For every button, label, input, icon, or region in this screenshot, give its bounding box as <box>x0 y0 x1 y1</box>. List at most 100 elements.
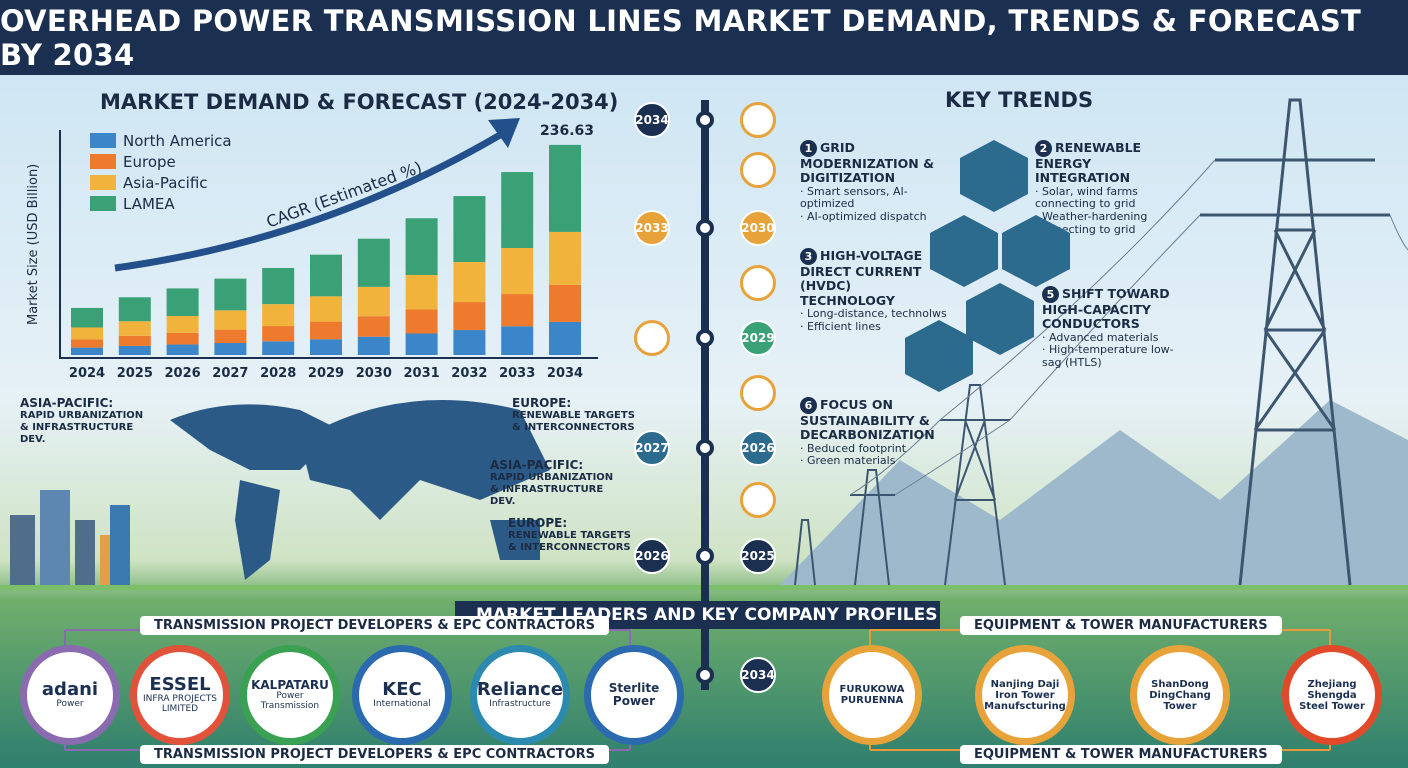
bar-segment <box>549 231 581 285</box>
map-label-title: ASIA-PACIFIC: <box>490 458 584 472</box>
trend-point: Efficient lines <box>800 320 950 334</box>
page-title: OVERHEAD POWER TRANSMISSION LINES MARKET… <box>0 0 1408 75</box>
trends-title: KEY TRENDS <box>945 88 1094 112</box>
manufacturers-footer: EQUIPMENT & TOWER MANUFACTURERS <box>960 745 1282 764</box>
trend-point: Beduced footprint <box>800 442 950 456</box>
map-label-text: RAPID URBANIZATION & INFRASTRUCTURE DEV. <box>20 410 144 446</box>
map-label: EUROPE: RENEWABLE TARGETS & INTERCONNECTO… <box>508 516 638 554</box>
bar-segment <box>453 262 486 303</box>
timeline-node <box>696 439 714 457</box>
bar-segment <box>501 294 534 327</box>
bar-segment <box>262 267 295 305</box>
trend-title: GRID MODERNIZATION & DIGITIZATION <box>800 140 935 186</box>
bar-segment <box>118 335 151 346</box>
company-logo: ESSEL INFRA PROJECTS LIMITED <box>130 645 230 745</box>
legend-label: North America <box>123 132 232 150</box>
company-sub: International <box>373 698 431 709</box>
timeline-label: 2025 <box>740 538 776 574</box>
timeline-icon <box>740 152 776 188</box>
timeline-icon <box>634 320 670 356</box>
bar-chart: 2024 2025 2026 2027 2028 2029 2030 2031 2032 2033… <box>59 118 598 381</box>
trend-title: SHIFT TOWARD HIGH-CAPACITY CONDUCTORS <box>1042 286 1170 332</box>
developers-heading: TRANSMISSION PROJECT DEVELOPERS & EPC CO… <box>140 616 610 635</box>
timeline-label: 2026 <box>634 538 670 574</box>
legend-swatch <box>90 175 116 190</box>
bar-segment <box>405 309 438 334</box>
bar-segment <box>214 310 247 330</box>
axis <box>59 130 598 359</box>
bar-segment <box>262 326 295 342</box>
map-label: ASIA-PACIFIC: RAPID URBANIZATION & INFRAS… <box>490 458 620 508</box>
bar-segment <box>214 343 247 355</box>
bar-segment <box>262 304 295 327</box>
total-label: 236.63 <box>540 123 595 139</box>
timeline-node <box>696 666 714 684</box>
x-tick-label: 2030 <box>356 366 392 381</box>
company-logo: FURUKOWA PURUENNA <box>822 645 922 745</box>
timeline-label: 2034 <box>740 657 776 693</box>
trend-point: Long-distance, technolws <box>800 307 950 321</box>
company-name: Sterlite Power <box>608 680 660 708</box>
company-name: ESSEL <box>149 674 211 696</box>
timeline-label: 2034 <box>634 102 670 138</box>
trend-number: 1 <box>800 140 817 157</box>
x-tick-label: 2034 <box>547 366 583 381</box>
company-name: Reliance <box>476 679 564 701</box>
x-tick-label: 2025 <box>117 366 153 381</box>
bar-segment <box>501 326 534 355</box>
x-tick-label: 2031 <box>404 366 440 381</box>
city <box>10 490 130 585</box>
trend-point: AI-optimized dispatch <box>800 210 950 224</box>
trend-title: HIGH-VOLTAGE DIRECT CURRENT (HVDC) TECHN… <box>800 248 923 308</box>
company-sub: Infrastructure <box>489 698 551 709</box>
map-label-title: EUROPE: <box>508 516 568 530</box>
company-name: FURUKOWA <box>839 684 905 695</box>
bar-segment <box>357 238 390 287</box>
bar-segment <box>214 329 247 344</box>
trend-number: 3 <box>800 248 817 265</box>
bar-segment <box>453 302 486 331</box>
timeline-node <box>696 329 714 347</box>
map-label: ASIA-PACIFIC: RAPID URBANIZATION & INFRAS… <box>20 396 150 446</box>
bar-segment <box>549 284 581 322</box>
chart-title: MARKET DEMAND & FORECAST (2024-2034) <box>100 90 619 114</box>
company-logo: ShanDong DingChang Tower <box>1130 645 1230 745</box>
bar-segment <box>453 330 486 355</box>
bar-segment <box>310 321 342 340</box>
legend-label: LAMEA <box>123 195 175 213</box>
trend-point: Smart sensors, AI-optimized <box>800 185 950 211</box>
bar-segment <box>453 196 486 263</box>
legend-label: Europe <box>123 153 176 171</box>
bracket <box>869 629 1331 751</box>
timeline-icon <box>740 482 776 518</box>
company-name: KALPATARU <box>251 677 329 692</box>
x-tick-label: 2027 <box>212 366 248 381</box>
manufacturers-heading: EQUIPMENT & TOWER MANUFACTURERS <box>960 616 1282 635</box>
company-sub: INFRA PROJECTS LIMITED <box>142 694 218 714</box>
bar-segment <box>405 218 438 275</box>
trend-number: 6 <box>800 397 817 414</box>
map-label-text: RAPID URBANIZATION & INFRASTRUCTURE DEV. <box>490 472 614 508</box>
legend-swatch <box>90 196 116 211</box>
company-logo: KALPATARU Power Transmission <box>240 645 340 745</box>
bar-segment <box>71 307 103 328</box>
trend-heading: 5 SHIFT TOWARD HIGH-CAPACITY CONDUCTORS <box>1042 286 1192 332</box>
bar-segment <box>118 321 151 336</box>
bar-segment <box>405 333 438 355</box>
trend-title: FOCUS ON SUSTAINABILITY & DECARBONIZATIO… <box>800 397 935 443</box>
bar-segment <box>262 341 295 355</box>
developers-footer: TRANSMISSION PROJECT DEVELOPERS & EPC CO… <box>140 745 610 764</box>
trend-point: Advanced materials <box>1042 331 1192 345</box>
trend-heading: 3 HIGH-VOLTAGE DIRECT CURRENT (HVDC) TECH… <box>800 248 950 308</box>
map-label-title: EUROPE: <box>512 396 572 410</box>
timeline-label: 2033 <box>634 210 670 246</box>
company-sub: Power Transmission <box>260 690 320 711</box>
bar-segment <box>501 247 534 295</box>
company-sub: PURUENNA <box>840 695 904 706</box>
company-logo: Reliance Infrastructure <box>470 645 570 745</box>
timeline-node <box>696 219 714 237</box>
map-label-text: RENEWABLE TARGETS & INTERCONNECTORS <box>512 410 635 434</box>
bar-segment <box>118 297 151 322</box>
